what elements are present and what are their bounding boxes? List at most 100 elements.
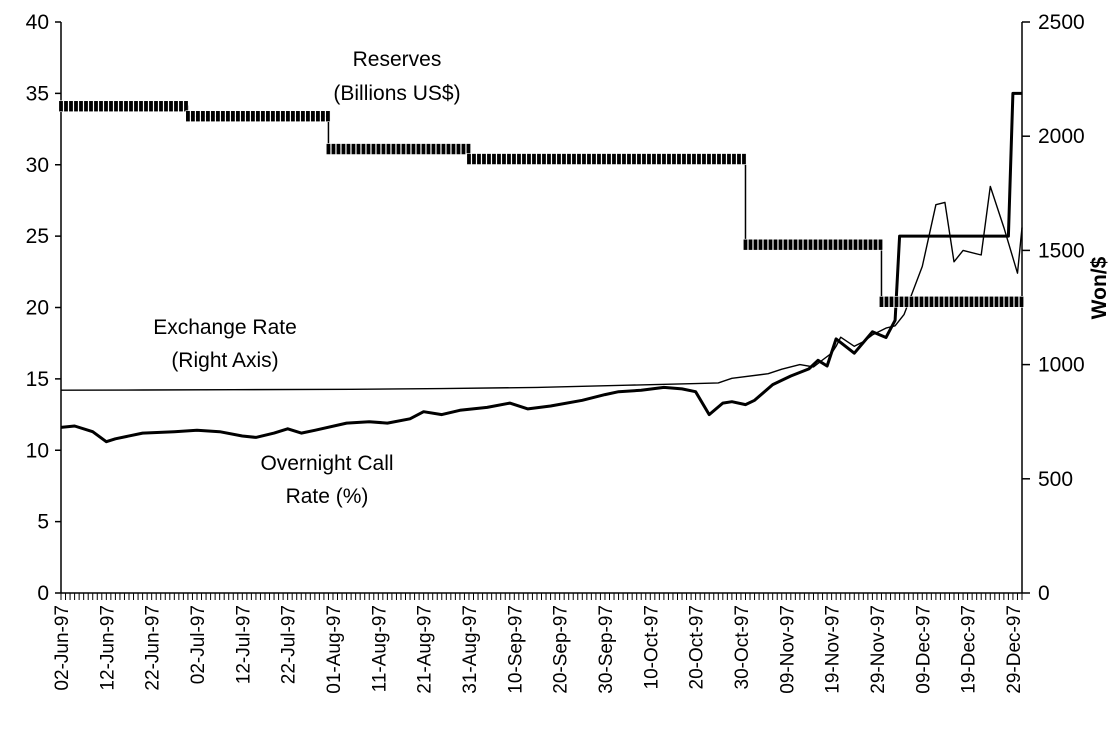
reserves-marker [676, 153, 682, 165]
reserves-marker [646, 153, 652, 165]
reserves-marker [526, 153, 532, 165]
reserves-marker [63, 100, 69, 113]
reserves-marker [300, 110, 306, 123]
reserves-marker [611, 153, 617, 165]
reserves-marker [235, 110, 241, 123]
reserves-marker [410, 143, 416, 155]
reserves-marker [128, 100, 134, 113]
reserves-marker [58, 100, 64, 113]
reserves-marker [501, 153, 507, 165]
reserves-marker [716, 153, 722, 165]
reserves-marker [747, 238, 753, 251]
reserves-marker [631, 153, 637, 165]
reserves-marker [285, 110, 291, 123]
reserves-marker [511, 153, 517, 165]
x-tick-label: 20-Oct-97 [687, 605, 708, 689]
x-tick-label: 10-Oct-97 [641, 605, 662, 689]
reserves-marker [215, 110, 221, 123]
reserves-marker [741, 153, 747, 165]
reserves-marker [551, 153, 557, 165]
reserves-marker [988, 295, 994, 308]
reserves-marker [626, 153, 632, 165]
reserves-marker [491, 153, 497, 165]
right-tick-label: 500 [1038, 468, 1073, 491]
series-reserves [58, 100, 1024, 308]
series-layer [58, 91, 1024, 444]
x-tick-label: 10-Sep-97 [505, 605, 526, 694]
reserves-marker [842, 238, 848, 251]
reserves-marker [762, 238, 768, 251]
reserves-marker [73, 100, 79, 113]
left-tick-label: 25 [26, 225, 49, 248]
reserves-marker [767, 238, 773, 251]
reserves-marker [556, 153, 562, 165]
reserves-marker [365, 143, 371, 155]
reserves-marker [185, 110, 191, 123]
x-tick-label: 19-Dec-97 [959, 605, 980, 694]
reserves-marker [163, 100, 169, 113]
x-tick-label: 22-Jul-97 [279, 605, 300, 684]
reserves-marker [797, 238, 803, 251]
reserves-marker [68, 100, 74, 113]
x-tick-label: 20-Sep-97 [551, 605, 572, 694]
exchange-rate-annotation-line2: (Right Axis) [171, 349, 278, 372]
reserves-marker [807, 238, 813, 251]
reserves-marker [173, 100, 179, 113]
reserves-marker [571, 153, 577, 165]
reserves-marker [913, 295, 919, 308]
reserves-marker [240, 110, 246, 123]
reserves-marker [616, 153, 622, 165]
reserves-marker [606, 153, 612, 165]
reserves-marker [400, 143, 406, 155]
reserves-marker [877, 238, 883, 251]
left-tick-label: 35 [26, 82, 49, 105]
reserves-marker [133, 100, 139, 113]
reserves-marker [445, 143, 451, 155]
reserves-marker [878, 295, 884, 308]
reserves-marker [546, 153, 552, 165]
reserves-marker [576, 153, 582, 165]
reserves-marker [143, 100, 149, 113]
reserves-marker [521, 153, 527, 165]
right-tick-label: 0 [1038, 582, 1050, 605]
reserves-marker [691, 153, 697, 165]
reserves-marker [210, 110, 216, 123]
reserves-marker [506, 153, 512, 165]
reserves-marker [787, 238, 793, 251]
reserves-marker [93, 100, 99, 113]
reserves-marker [290, 110, 296, 123]
left-tick-label: 15 [26, 368, 49, 391]
plot-area [60, 22, 1023, 594]
reserves-marker [455, 143, 461, 155]
reserves-marker [943, 295, 949, 308]
reserves-marker [310, 110, 316, 123]
reserves-marker [903, 295, 909, 308]
reserves-marker [591, 153, 597, 165]
reserves-marker [636, 153, 642, 165]
reserves-annotation-line2: (Billions US$) [333, 82, 460, 105]
reserves-marker [726, 153, 732, 165]
reserves-marker [918, 295, 924, 308]
x-tick-label: 31-Aug-97 [460, 605, 481, 694]
reserves-marker [360, 143, 366, 155]
reserves-marker [375, 143, 381, 155]
right-tick-label: 2000 [1038, 125, 1085, 148]
reserves-marker [390, 143, 396, 155]
reserves-marker [893, 295, 899, 308]
call-rate-annotation-line1: Overnight Call [260, 452, 393, 475]
reserves-marker [596, 153, 602, 165]
x-axis-ticks [60, 593, 1023, 600]
reserves-marker [968, 295, 974, 308]
reserves-marker [471, 153, 477, 165]
x-tick-label: 02-Jul-97 [188, 605, 209, 684]
reserves-marker [395, 143, 401, 155]
reserves-marker [255, 110, 261, 123]
reserves-marker [983, 295, 989, 308]
reserves-marker [531, 153, 537, 165]
reserves-marker [898, 295, 904, 308]
x-tick-label: 29-Dec-97 [1004, 605, 1025, 694]
reserves-marker [460, 143, 466, 155]
reserves-marker [280, 110, 286, 123]
right-axis-ticks: 0 500 1000 1500 2000 2500 [1022, 11, 1085, 605]
reserves-marker [561, 153, 567, 165]
